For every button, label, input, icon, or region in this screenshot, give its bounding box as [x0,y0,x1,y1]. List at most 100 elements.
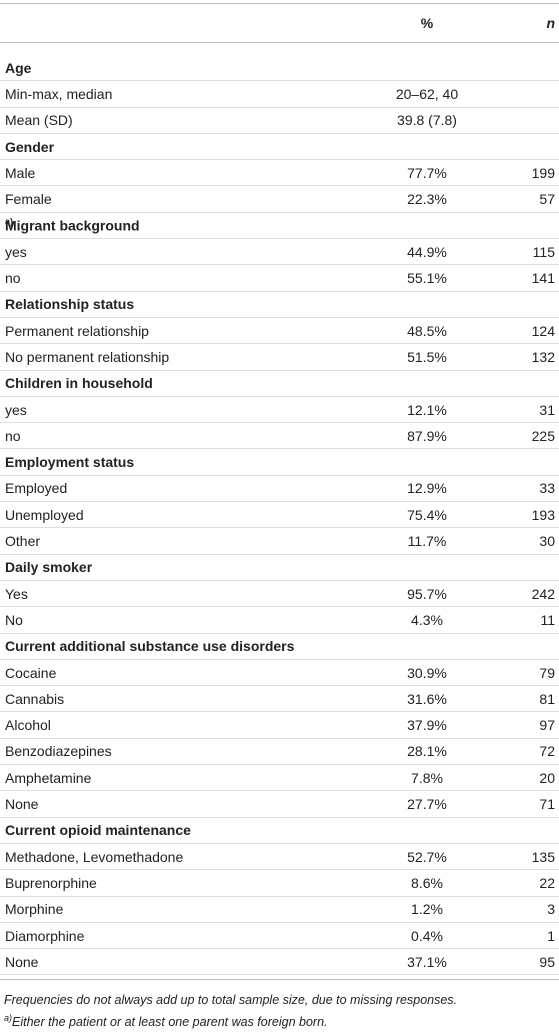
row-label: Employed [5,480,68,497]
section-row: Gender [0,134,559,161]
row-label: Methadone, Levomethadone [5,848,184,865]
data-row: Yes 95.7% 242 [0,581,559,608]
section-row: Relationship status [0,292,559,318]
n-cell: 199 [531,164,555,181]
row-label: Mean (SD) [5,112,73,129]
section-title-text: Current opioid maintenance [5,822,191,839]
footnote-text: Either the patient or at least one paren… [12,1014,328,1029]
n-cell: 31 [539,401,555,418]
section-row: Migrant background a) [0,213,559,240]
row-label: No permanent relationship [5,348,170,365]
n-cell: 20 [539,769,555,786]
row-label: Diamorphine [5,927,85,944]
row-label: Cannabis [5,690,65,707]
section-title-text: Daily smoker [5,559,93,576]
percent-cell: 95.7% [407,585,447,602]
row-label: Permanent relationship [5,322,149,339]
footnote: Frequencies do not always add up to tota… [4,993,457,1007]
n-cell: 79 [539,664,555,681]
n-cell: 72 [539,743,555,760]
n-cell: 3 [547,901,555,918]
percent-cell: 0.4% [411,927,443,944]
percent-cell: 7.8% [411,769,443,786]
percent-cell: 1.2% [411,901,443,918]
data-row: yes 12.1% 31 [0,397,559,424]
percent-cell: 8.6% [411,874,443,891]
data-row: Mean (SD) 39.8 (7.8) [0,108,559,134]
percent-cell: 12.1% [407,401,447,418]
row-label: Min-max, median [5,85,113,102]
data-row: Female 22.3% 57 [0,187,559,213]
data-row: Alcohol 37.9% 97 [0,713,559,739]
data-row: No permanent relationship 51.5% 132 [0,344,559,371]
section-row: Children in household [0,371,559,397]
data-row: Cannabis 31.6% 81 [0,686,559,713]
percent-cell: 37.1% [407,953,447,970]
section-row: Current opioid maintenance [0,818,559,844]
footnote: a)Either the patient or at least one par… [4,1013,328,1029]
data-row: Methadone, Levomethadone 52.7% 135 [0,844,559,871]
percent-cell: 31.6% [407,690,447,707]
section-row: Age [0,55,559,82]
section-title-text: Relationship status [5,296,135,313]
section-row: Current additional substance use disorde… [0,634,559,660]
section-title-text: Gender [5,138,55,155]
n-cell: 115 [532,243,555,260]
row-label: no [5,427,21,444]
data-row: No 4.3% 11 [0,607,559,634]
row-label: Unemployed [5,506,84,523]
n-cell: 135 [531,848,555,865]
section-row: Employment status [0,450,559,476]
percent-cell: 22.3% [407,191,447,208]
row-label: no [5,270,21,287]
percent-cell: 87.9% [407,427,447,444]
footnote-marker: a) [5,217,14,228]
data-row: Benzodiazepines 28.1% 72 [0,739,559,766]
n-cell: 81 [539,690,555,707]
percent-cell: 4.3% [411,611,443,628]
row-label: No [5,611,23,628]
n-cell: 132 [531,348,555,365]
percent-cell: 52.7% [407,848,447,865]
row-label: Yes [5,585,28,602]
row-label: Benzodiazepines [5,743,112,760]
n-cell: 124 [531,322,555,339]
row-label: Female [5,191,52,208]
n-cell: 22 [539,874,555,891]
data-row: Cocaine 30.9% 79 [0,660,559,687]
row-label: Male [5,164,36,181]
percent-cell: 51.5% [407,348,447,365]
data-row: Amphetamine 7.8% 20 [0,765,559,792]
data-row: Employed 12.9% 33 [0,476,559,503]
n-cell: 225 [531,427,555,444]
data-row: no 87.9% 225 [0,423,559,450]
header-n: n [546,15,555,31]
bottom-rule [0,978,559,980]
n-cell: 57 [539,191,555,208]
data-row: Other 11.7% 30 [0,528,559,555]
n-cell: 97 [539,717,555,734]
row-label: Morphine [5,901,64,918]
percent-cell: 75.4% [407,506,447,523]
percent-cell: 48.5% [407,322,447,339]
header-row: % n [0,4,559,43]
percent-cell: 55.1% [407,270,447,287]
percent-cell: 11.7% [407,533,447,550]
section-title-text: Age [5,59,32,76]
row-label: None [5,796,39,813]
row-label: None [5,953,39,970]
percent-cell: 77.7% [407,164,447,181]
row-label: Cocaine [5,664,57,681]
row-label: yes [5,243,27,260]
top-rule [0,3,559,4]
percent-cell: 39.8 (7.8) [397,112,457,129]
percent-cell: 27.7% [407,796,447,813]
section-title-text: Employment status [5,454,135,471]
percent-cell: 37.9% [407,717,447,734]
data-row: Min-max, median 20–62, 40 [0,81,559,108]
section-title: Migrant background a) [5,217,140,234]
n-cell: 33 [539,480,555,497]
data-row: Unemployed 75.4% 193 [0,502,559,529]
row-label: Amphetamine [5,769,92,786]
